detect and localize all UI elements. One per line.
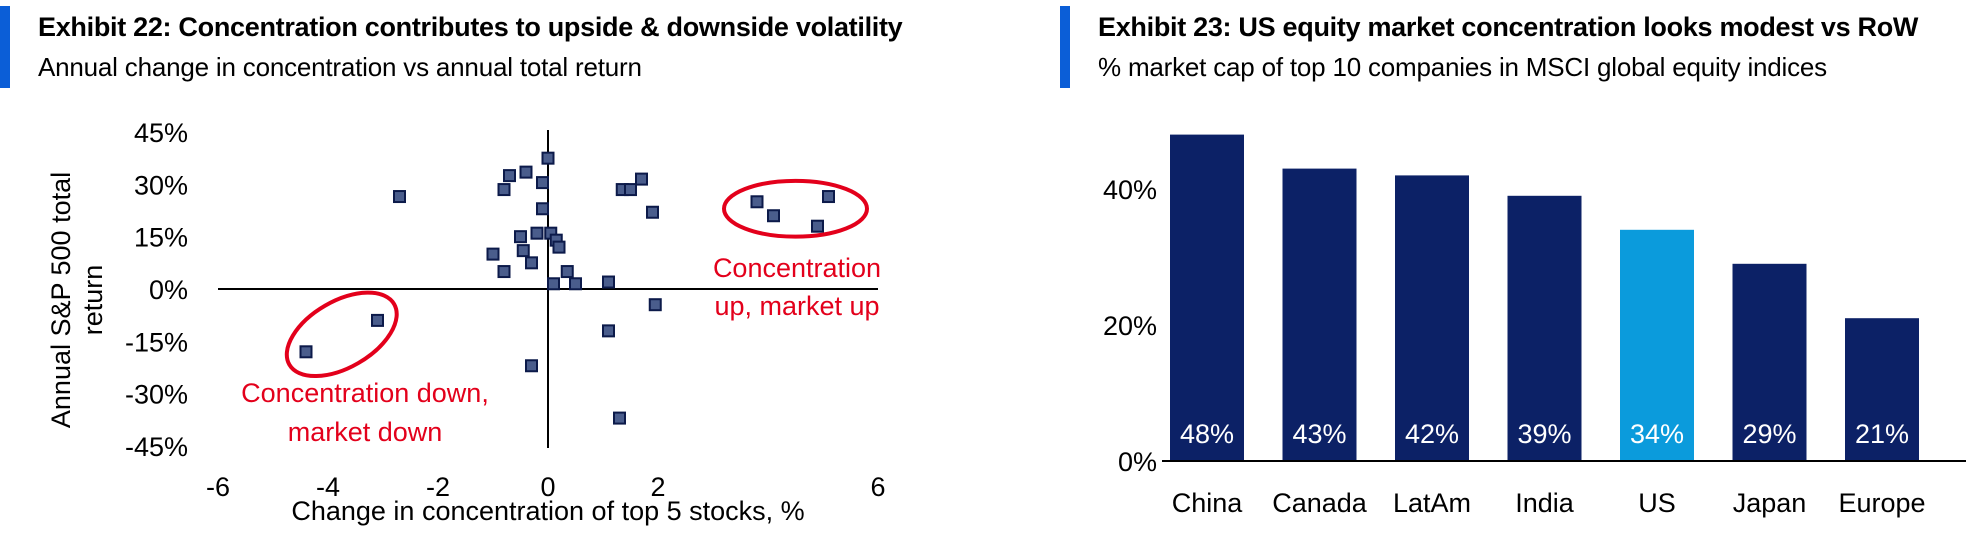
x-category-label: China	[1172, 488, 1244, 518]
bar-chart: 0% 20% 40% 48% China 43% Canada 42% LatAm 39% Indi…	[1103, 134, 1966, 518]
bar-us	[1620, 229, 1694, 461]
y-axis-label: Annual S&P 500 totalreturn	[46, 172, 108, 428]
y-tick-label: 15%	[134, 223, 188, 253]
y-tick-label: -15%	[125, 327, 188, 357]
bar-india	[1507, 195, 1582, 462]
scatter-point	[767, 209, 780, 223]
scatter-point	[536, 202, 549, 216]
scatter-point	[519, 165, 533, 179]
scatter-point	[648, 298, 662, 312]
scatter-point	[560, 265, 574, 279]
scatter-point	[552, 240, 566, 254]
x-tick-label: 6	[870, 472, 885, 502]
bar-data-label: 43%	[1292, 419, 1346, 449]
x-category-label: Canada	[1272, 488, 1368, 518]
x-category-label: US	[1638, 488, 1676, 518]
x-category-label: Europe	[1838, 488, 1925, 518]
bar-latam	[1395, 175, 1469, 461]
y-tick-label: 0%	[1118, 447, 1157, 477]
annotation-text-down: Concentration down, market down	[241, 378, 489, 447]
annotation-text-line: Concentration down,	[241, 378, 489, 408]
scatter-point	[822, 190, 835, 204]
y-tick-label: 30%	[134, 170, 188, 200]
bar-data-label: 39%	[1517, 419, 1571, 449]
scatter-point	[514, 230, 527, 244]
y-tick-label: 20%	[1103, 311, 1157, 341]
x-tick-label: -6	[206, 472, 230, 502]
exhibit-22-subtitle: Annual change in concentration vs annual…	[38, 52, 642, 82]
scatter-point	[602, 324, 615, 338]
y-tick-label: -45%	[125, 432, 188, 462]
y-axis-label-line: return	[78, 265, 108, 336]
y-tick-label: 0%	[149, 275, 188, 305]
bar-data-label: 42%	[1405, 419, 1459, 449]
bar-data-label: 34%	[1630, 419, 1684, 449]
scatter-point	[541, 151, 555, 165]
x-tick-label: -4	[316, 472, 340, 502]
x-axis-label: Change in concentration of top 5 stocks,…	[291, 496, 804, 526]
annotation-text-line: up, market up	[714, 291, 879, 321]
exhibit-22-title: Exhibit 22: Concentration contributes to…	[38, 12, 903, 42]
scatter-point	[371, 313, 384, 327]
bar-canada	[1282, 168, 1357, 461]
annotation-ellipse-down	[284, 290, 399, 379]
scatter-point	[516, 244, 530, 258]
x-category-label: LatAm	[1393, 488, 1471, 518]
y-tick-label: 45%	[134, 118, 188, 148]
scatter-point	[624, 183, 637, 197]
annotation-text-line: market down	[288, 417, 443, 447]
x-tick-label: 0	[540, 472, 555, 502]
bar-data-label: 48%	[1180, 419, 1234, 449]
x-tick-label: 2	[650, 472, 665, 502]
exhibit-22-accent-bar	[0, 6, 10, 88]
x-category-label: India	[1515, 488, 1575, 518]
scatter-point	[486, 247, 500, 261]
exhibit-22-panel: Exhibit 22: Concentration contributes to…	[0, 6, 903, 526]
bar-japan	[1732, 263, 1807, 461]
scatter-point	[635, 172, 648, 186]
scatter-point	[497, 265, 511, 279]
scatter-point	[646, 205, 659, 219]
exhibit-23-subtitle: % market cap of top 10 companies in MSCI…	[1098, 52, 1827, 82]
scatter-point	[525, 359, 538, 373]
scatter-point	[497, 183, 511, 197]
bar-data-label: 29%	[1742, 419, 1796, 449]
y-axis-label-line: Annual S&P 500 total	[46, 172, 76, 428]
scatter-point	[547, 277, 560, 291]
scatter-point	[503, 169, 516, 183]
scatter-point	[602, 275, 615, 289]
scatter-point	[525, 256, 538, 270]
scatter-point	[299, 345, 313, 359]
bar-data-label: 21%	[1855, 419, 1909, 449]
exhibit-23-title: Exhibit 23: US equity market concentrati…	[1098, 12, 1919, 42]
y-tick-label: 40%	[1103, 175, 1157, 205]
scatter-point	[393, 190, 406, 204]
y-tick-label: -30%	[125, 380, 188, 410]
scatter-point	[530, 226, 544, 240]
x-category-label: Japan	[1733, 488, 1807, 518]
annotation-ellipse-up	[722, 178, 869, 239]
bar-europe	[1845, 318, 1919, 461]
scatter-point	[536, 176, 549, 190]
scatter-chart: 45% 30% 15% 0% -15% -30% -45% -6 -4 -2 0 2 6 Change i…	[46, 118, 886, 526]
scatter-point	[750, 195, 764, 209]
scatter-point	[613, 411, 626, 425]
x-tick-label: -2	[426, 472, 450, 502]
bar-china	[1170, 134, 1244, 461]
exhibit-23-panel: Exhibit 23: US equity market concentrati…	[1060, 0, 1966, 534]
scatter-point	[569, 277, 582, 291]
exhibit-23-accent-bar	[1060, 6, 1070, 88]
annotation-text-up: Concentration up, market up	[713, 253, 881, 321]
scatter-point	[811, 219, 824, 233]
annotation-text-line: Concentration	[713, 253, 881, 283]
